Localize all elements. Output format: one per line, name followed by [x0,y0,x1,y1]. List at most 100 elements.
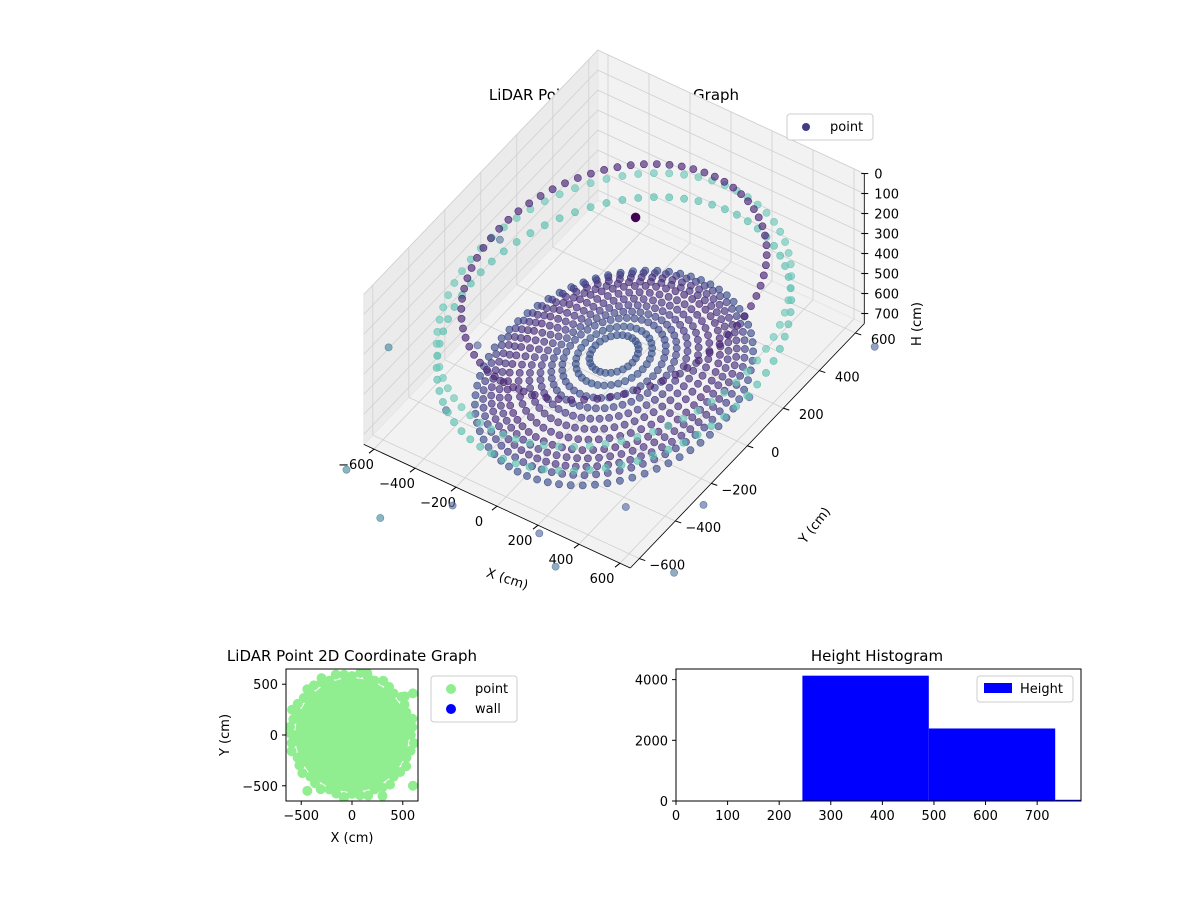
chart-3d-point [643,389,652,397]
chart-3d-point [566,341,575,350]
chart-3d-point [671,315,680,324]
chart-3d-point [599,299,608,308]
chart-3d-point [681,395,690,404]
chart-3d-point [659,376,667,385]
chart-2d-point [316,673,327,684]
chart-3d-point [705,348,714,357]
chart-3d-point [730,361,739,370]
chart-3d-point [553,323,562,332]
chart-3d-point [543,448,552,457]
histogram-x-tick-label: 0 [672,809,680,824]
chart-3d-point [563,308,571,317]
histogram-x-tick-label: 200 [767,809,792,824]
chart-3d-grid-y [552,246,820,371]
chart-3d-point [593,394,602,403]
chart-3d-point [499,247,508,256]
chart-3d-point [444,291,452,299]
chart-3d-point [448,501,457,510]
chart-3d-point [546,312,555,321]
chart-3d-point [644,432,652,441]
chart-3d-point [786,260,795,269]
chart-3d-point [580,424,589,433]
chart-2d-point [347,788,357,799]
chart-3d-point [666,409,674,417]
chart-3d-point [638,365,647,374]
chart-3d-point [652,282,660,291]
chart-3d-point [709,389,718,398]
chart-3d-point [634,170,643,178]
chart-3d-point [601,464,610,472]
chart-3d-point [723,355,732,364]
chart-3d-point [525,317,534,326]
chart-2d-point [286,737,297,748]
chart-3d-point [598,318,607,327]
chart-3d-point [732,402,741,411]
chart-2d-legend: point wall [430,675,518,723]
chart-3d-point [680,290,689,299]
chart-3d-point [517,334,525,342]
chart-3d-point [536,375,545,384]
chart-3d-point [609,403,618,411]
chart-3d-point [671,370,680,379]
chart-3d-point [531,433,540,441]
chart-3d-point [740,353,749,362]
chart-3d-point [606,316,615,324]
chart-2d-point [369,784,380,795]
chart-3d-point [694,197,703,205]
chart-3d-point [463,274,472,283]
chart-3d-point [587,169,595,178]
chart-3d-point [658,390,667,398]
chart-3d-point [630,417,639,426]
chart-3d-grid-z [597,189,865,314]
chart-3d-x-tick-label: 200 [508,534,533,549]
chart-2d-point [330,669,341,680]
chart-3d-point [460,284,469,293]
chart-3d-point [721,364,730,372]
chart-3d-point [499,409,508,418]
chart-3d-point [625,288,634,297]
chart-3d-point [633,456,642,465]
chart-3d-point [550,354,558,362]
chart-3d-point [620,390,628,398]
histogram-x-tick-label: 700 [1025,809,1050,824]
chart-3d-point [617,450,626,458]
chart-3d-point [626,161,635,170]
chart-3d-point [740,336,749,345]
chart-3d-point [729,183,738,192]
chart-3d-point [683,340,692,349]
chart-3d-point [512,238,521,246]
chart-3d-point [473,253,481,262]
chart-3d-point [658,307,667,316]
chart-3d-point [624,301,633,310]
chart-3d-point [554,395,563,403]
chart-3d-x-tick-mark [614,562,621,568]
chart-3d-point [432,339,441,348]
chart-3d-point [547,414,555,423]
chart-3d-point [618,196,627,204]
chart-3d-point [444,315,452,323]
chart-3d-point [525,376,534,385]
chart-3d-point [724,378,733,387]
chart-3d-point [540,353,549,362]
chart-3d-point [698,317,706,325]
chart-3d-point [673,305,681,314]
chart-3d-point [671,444,680,453]
chart-3d-grid-y [372,434,640,559]
chart-3d-point [554,442,563,451]
chart-3d-point [650,169,658,177]
chart-3d-point [614,289,623,298]
chart-3d-point [694,343,703,352]
chart-2d-legend-marker-wall [446,704,456,714]
chart-3d-point [470,350,478,359]
chart-3d-point [512,459,520,468]
chart-3d-point [433,327,442,336]
chart-3d-point [784,296,793,305]
chart-3d-point [591,480,599,489]
chart-3d-point [587,379,596,388]
chart-3d-point [465,342,474,351]
chart-3d-point [506,401,515,410]
chart-3d-point [668,437,676,446]
chart-3d-point [786,284,795,292]
chart-3d-point [535,529,544,538]
chart-3d-point [467,264,476,272]
